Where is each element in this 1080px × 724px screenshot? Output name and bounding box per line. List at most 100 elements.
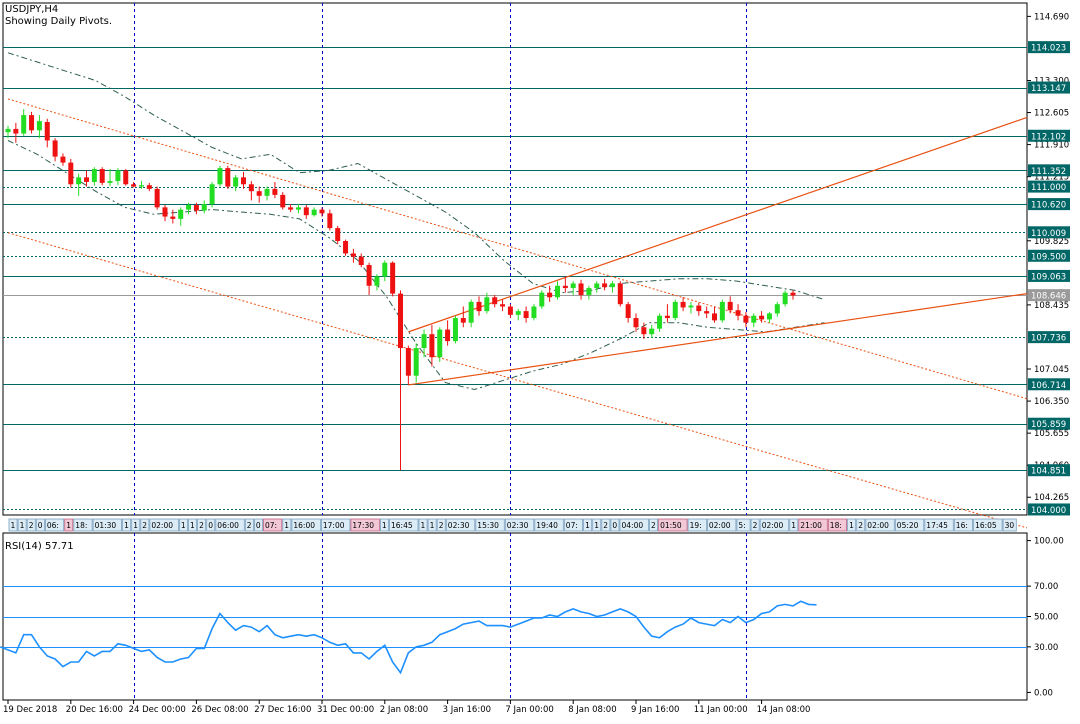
trendline-channel-upper (408, 116, 1028, 333)
candle (602, 278, 608, 291)
candle-body (374, 276, 380, 286)
price-tick-label: 105.655 (1034, 429, 1069, 439)
candle (515, 308, 521, 321)
candle-body (594, 283, 600, 289)
event-marker (924, 518, 954, 532)
candle (782, 290, 788, 307)
candle (555, 281, 560, 300)
price-tick-label: 111.910 (1034, 141, 1069, 151)
event-marker (649, 518, 659, 532)
channel-lower-line (7, 140, 825, 391)
rsi-tick-label: 30.00 (1034, 643, 1058, 653)
price-tick-label: 107.045 (1034, 365, 1069, 375)
candle (138, 181, 144, 189)
event-marker (131, 518, 141, 532)
event-marker (149, 518, 179, 532)
candle-body (735, 310, 741, 316)
candle (241, 171, 246, 189)
candle-body (343, 241, 349, 254)
candle-body (217, 168, 223, 185)
candle (657, 313, 663, 332)
candle-body (272, 188, 278, 195)
pivot-label-bg (1028, 41, 1070, 54)
candle (672, 299, 678, 321)
candle (539, 290, 545, 309)
candle (712, 306, 717, 323)
candle-body (562, 285, 568, 289)
candle-body (123, 170, 129, 185)
candle (295, 204, 301, 214)
candle (562, 276, 568, 293)
pivot-label: 108.646 (1031, 292, 1066, 302)
event-marker (750, 518, 760, 532)
candle-body (233, 177, 239, 187)
candle-body (704, 311, 710, 314)
candle-body (672, 301, 678, 319)
event-marker (798, 518, 828, 532)
event-marker (658, 518, 688, 532)
candle-body (162, 207, 168, 217)
time-tick-label: 26 Dec 08:00 (191, 705, 248, 715)
event-label: 1 (124, 521, 129, 530)
time-tick-label: 2 Jan 08:00 (380, 705, 428, 715)
pivot-label-bg (1028, 289, 1070, 302)
event-marker (894, 518, 925, 532)
pivot-label-bg (1028, 249, 1070, 262)
channel-upper-line (7, 52, 825, 301)
event-label: 0 (208, 521, 213, 530)
candle (570, 281, 576, 295)
candle (52, 138, 58, 162)
candle (60, 153, 66, 166)
event-marker (140, 518, 150, 532)
candle (68, 158, 74, 188)
candle-body (774, 304, 780, 314)
rsi-tick-label: 100.00 (1034, 537, 1064, 547)
candle-body (766, 313, 772, 320)
vertical-grid (134, 3, 747, 515)
candle (319, 207, 325, 217)
candle-body (492, 297, 498, 305)
rsi-axis: 100.00 70.00 50.00 30.00 0.00 (1027, 537, 1064, 698)
candle-body (460, 318, 466, 323)
trendline-channel-lower (408, 293, 1028, 386)
time-tick-label: 31 Dec 00:00 (317, 705, 374, 715)
candle (704, 306, 710, 319)
event-label: 1 (284, 521, 289, 530)
candle (76, 173, 82, 196)
candle-body (44, 122, 50, 141)
candle (625, 301, 631, 323)
event-marker (215, 518, 245, 532)
time-axis: 19 Dec 2018 20 Dec 16:00 24 Dec 00:00 26 De… (3, 700, 810, 715)
candle (107, 169, 113, 187)
candle-body (555, 285, 560, 298)
event-label: 15:30 (477, 521, 499, 530)
candle-body (5, 128, 11, 133)
candle-body (515, 311, 521, 315)
candle (617, 281, 623, 307)
candle-body (115, 170, 121, 182)
candle (531, 304, 537, 321)
candle-body (154, 188, 160, 208)
candle (29, 111, 35, 134)
event-label: 0 (612, 521, 617, 530)
candle-body (405, 348, 411, 376)
price-tick-label: 111.215 (1034, 173, 1069, 183)
event-label: 01:30 (95, 521, 117, 530)
candle (609, 281, 615, 293)
event-marker (253, 518, 263, 532)
candle-body (782, 292, 788, 305)
event-label: 02:30 (507, 521, 529, 530)
candle (437, 327, 443, 362)
event-label: 17:30 (352, 521, 374, 530)
candle-body (649, 328, 655, 335)
event-label: 19: (690, 521, 702, 530)
event-marker (350, 518, 380, 532)
candle-body (602, 283, 608, 288)
candle (84, 170, 89, 187)
candle-body (547, 292, 553, 298)
event-label: 19:40 (536, 521, 558, 530)
event-marker (206, 518, 216, 532)
candle-body (256, 191, 262, 196)
